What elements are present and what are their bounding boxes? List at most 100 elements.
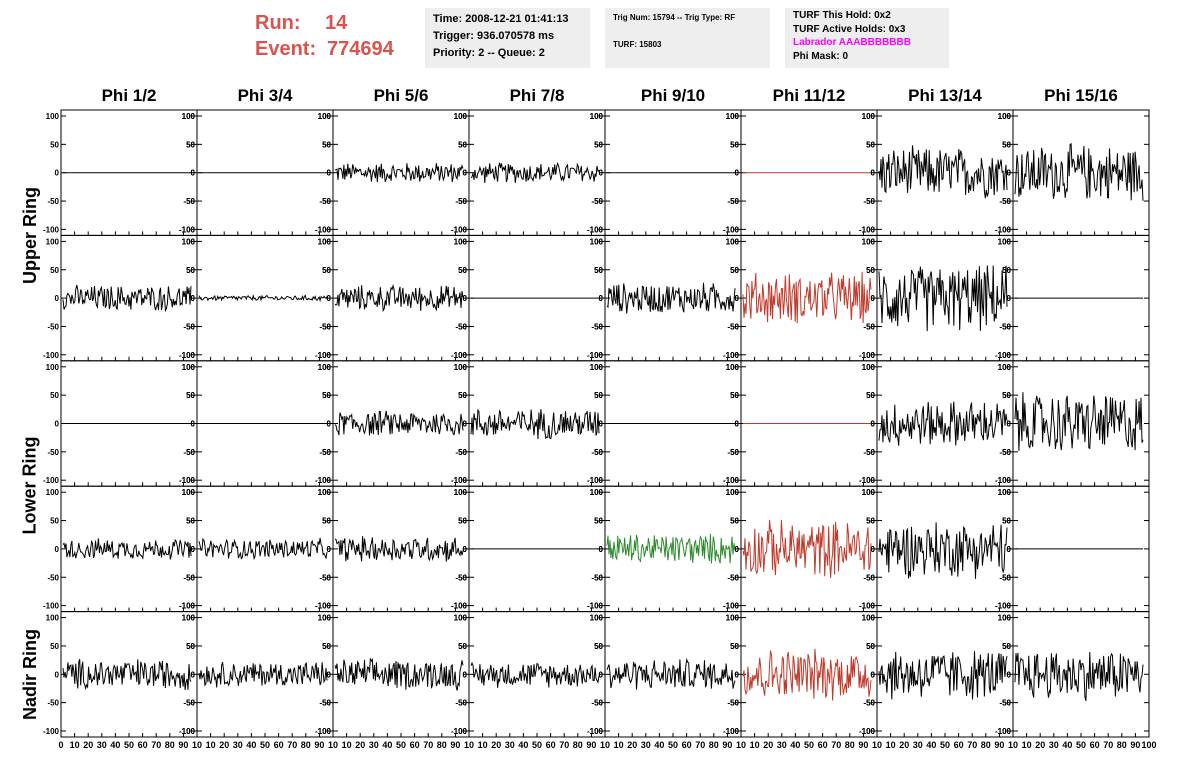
y-tick-label-right: 100 bbox=[590, 488, 604, 497]
y-tick-label-right: -50 bbox=[863, 448, 875, 457]
y-tick-label-left: 0 bbox=[599, 420, 604, 429]
y-tick-label-right: 50 bbox=[866, 140, 875, 149]
run-value: 14 bbox=[325, 12, 348, 34]
y-tick-label-left: 0 bbox=[1007, 420, 1012, 429]
x-tick-label: 0 bbox=[58, 740, 63, 750]
panel-frame bbox=[60, 485, 198, 613]
waveform-trace bbox=[62, 284, 192, 313]
y-tick-label-left: -50 bbox=[863, 322, 875, 331]
column-header-phi-11-12: Phi 11/12 bbox=[772, 86, 846, 105]
y-tick-label-right: 100 bbox=[182, 363, 196, 372]
x-tick-label: 50 bbox=[940, 740, 950, 750]
y-tick-label-right: 0 bbox=[463, 420, 468, 429]
y-tick-label-left: -100 bbox=[43, 476, 60, 485]
x-tick-label: 90 bbox=[1130, 740, 1140, 750]
y-tick-label-left: -50 bbox=[591, 573, 603, 582]
y-tick-label-left: 50 bbox=[322, 517, 331, 526]
y-tick-label-right: 100 bbox=[454, 488, 468, 497]
y-tick-label-left: 0 bbox=[327, 294, 332, 303]
y-tick-label-right: 100 bbox=[862, 237, 876, 246]
y-tick-label-left: 50 bbox=[1002, 140, 1011, 149]
x-tick-label: 50 bbox=[124, 740, 134, 750]
y-tick-label-right: -50 bbox=[591, 322, 603, 331]
y-tick-label-right: 50 bbox=[730, 517, 739, 526]
y-tick-label-left: -100 bbox=[995, 225, 1012, 234]
y-tick-label-left: 50 bbox=[866, 517, 875, 526]
y-tick-label-left: 0 bbox=[191, 420, 196, 429]
y-tick-label-right: -50 bbox=[591, 699, 603, 708]
x-tick-label: 30 bbox=[641, 740, 651, 750]
y-tick-label-right: 50 bbox=[458, 517, 467, 526]
y-tick-label-left: -100 bbox=[587, 225, 604, 234]
x-tick-label: 100 bbox=[1141, 740, 1156, 750]
y-tick-label-right: -100 bbox=[451, 476, 468, 485]
y-tick-label-left: -100 bbox=[315, 602, 332, 611]
y-tick-label-left: 0 bbox=[599, 670, 604, 679]
waveform-trace bbox=[470, 661, 600, 688]
y-tick-label-right: -50 bbox=[591, 197, 603, 206]
x-tick-label: 70 bbox=[287, 740, 297, 750]
y-tick-label-left: 50 bbox=[866, 642, 875, 651]
x-tick-label: 30 bbox=[369, 740, 379, 750]
y-tick-label-left: -50 bbox=[727, 448, 739, 457]
x-tick-label: 90 bbox=[586, 740, 596, 750]
x-tick-label: 60 bbox=[954, 740, 964, 750]
y-tick-label-right: 0 bbox=[191, 294, 196, 303]
y-tick-label-right: 50 bbox=[186, 140, 195, 149]
y-tick-label-right: 0 bbox=[1007, 545, 1012, 554]
y-tick-label-left: 50 bbox=[730, 266, 739, 275]
x-tick-label: 60 bbox=[682, 740, 692, 750]
y-tick-label-right: -100 bbox=[859, 225, 876, 234]
y-tick-label-left: 100 bbox=[590, 237, 604, 246]
y-tick-label-left: 50 bbox=[186, 391, 195, 400]
trig-num-text: Trig Num: 15794 -- Trig Type: RF bbox=[613, 13, 736, 22]
y-tick-label-left: 0 bbox=[1007, 670, 1012, 679]
y-tick-label-right: 0 bbox=[191, 169, 196, 178]
turf-active-holds-text: TURF Active Holds: 0x3 bbox=[793, 23, 906, 35]
waveform-trace bbox=[1014, 651, 1144, 701]
y-tick-label-right: -50 bbox=[319, 573, 331, 582]
waveform-trace bbox=[742, 648, 872, 701]
y-tick-label-right: 100 bbox=[318, 363, 332, 372]
x-tick-label: 40 bbox=[654, 740, 664, 750]
x-tick-label: 10 bbox=[342, 740, 352, 750]
panel-frame bbox=[1012, 611, 1150, 738]
x-tick-label: 50 bbox=[532, 740, 542, 750]
waveform-trace bbox=[878, 145, 1008, 199]
run-label: Run: bbox=[255, 12, 301, 34]
x-tick-label: 10 bbox=[750, 740, 760, 750]
y-tick-label-right: -100 bbox=[723, 476, 740, 485]
x-tick-label: 50 bbox=[804, 740, 814, 750]
y-tick-label-right: -100 bbox=[723, 225, 740, 234]
x-tick-label: 50 bbox=[668, 740, 678, 750]
y-tick-label-right: 0 bbox=[599, 545, 604, 554]
y-tick-label-right: 100 bbox=[318, 237, 332, 246]
y-tick-label-left: 100 bbox=[862, 614, 876, 623]
x-tick-label: 60 bbox=[274, 740, 284, 750]
y-tick-label-left: 0 bbox=[735, 420, 740, 429]
y-tick-label-right: -100 bbox=[179, 602, 196, 611]
y-tick-label-left: -100 bbox=[859, 351, 876, 360]
y-tick-label-left: 100 bbox=[862, 237, 876, 246]
y-tick-label-right: 0 bbox=[327, 545, 332, 554]
y-tick-label-left: 100 bbox=[590, 112, 604, 121]
waveform-trace bbox=[1014, 142, 1144, 201]
x-tick-label: 10 bbox=[614, 740, 624, 750]
x-tick-label: 10 bbox=[70, 740, 80, 750]
y-tick-label-left: -100 bbox=[315, 351, 332, 360]
y-tick-label-left: 0 bbox=[191, 545, 196, 554]
x-tick-label: 70 bbox=[967, 740, 977, 750]
y-tick-label-right: -50 bbox=[999, 699, 1011, 708]
y-tick-label-right: -50 bbox=[183, 322, 195, 331]
y-tick-label-left: -50 bbox=[727, 699, 739, 708]
y-tick-label-right: 100 bbox=[862, 112, 876, 121]
y-tick-label-right: 50 bbox=[594, 642, 603, 651]
x-tick-label: 20 bbox=[491, 740, 501, 750]
y-tick-label-left: -100 bbox=[43, 225, 60, 234]
y-tick-label-left: 50 bbox=[1002, 642, 1011, 651]
y-tick-label-left: -100 bbox=[43, 351, 60, 360]
x-tick-label: 70 bbox=[423, 740, 433, 750]
y-tick-label-right: 100 bbox=[454, 614, 468, 623]
y-tick-label-left: 100 bbox=[182, 112, 196, 121]
